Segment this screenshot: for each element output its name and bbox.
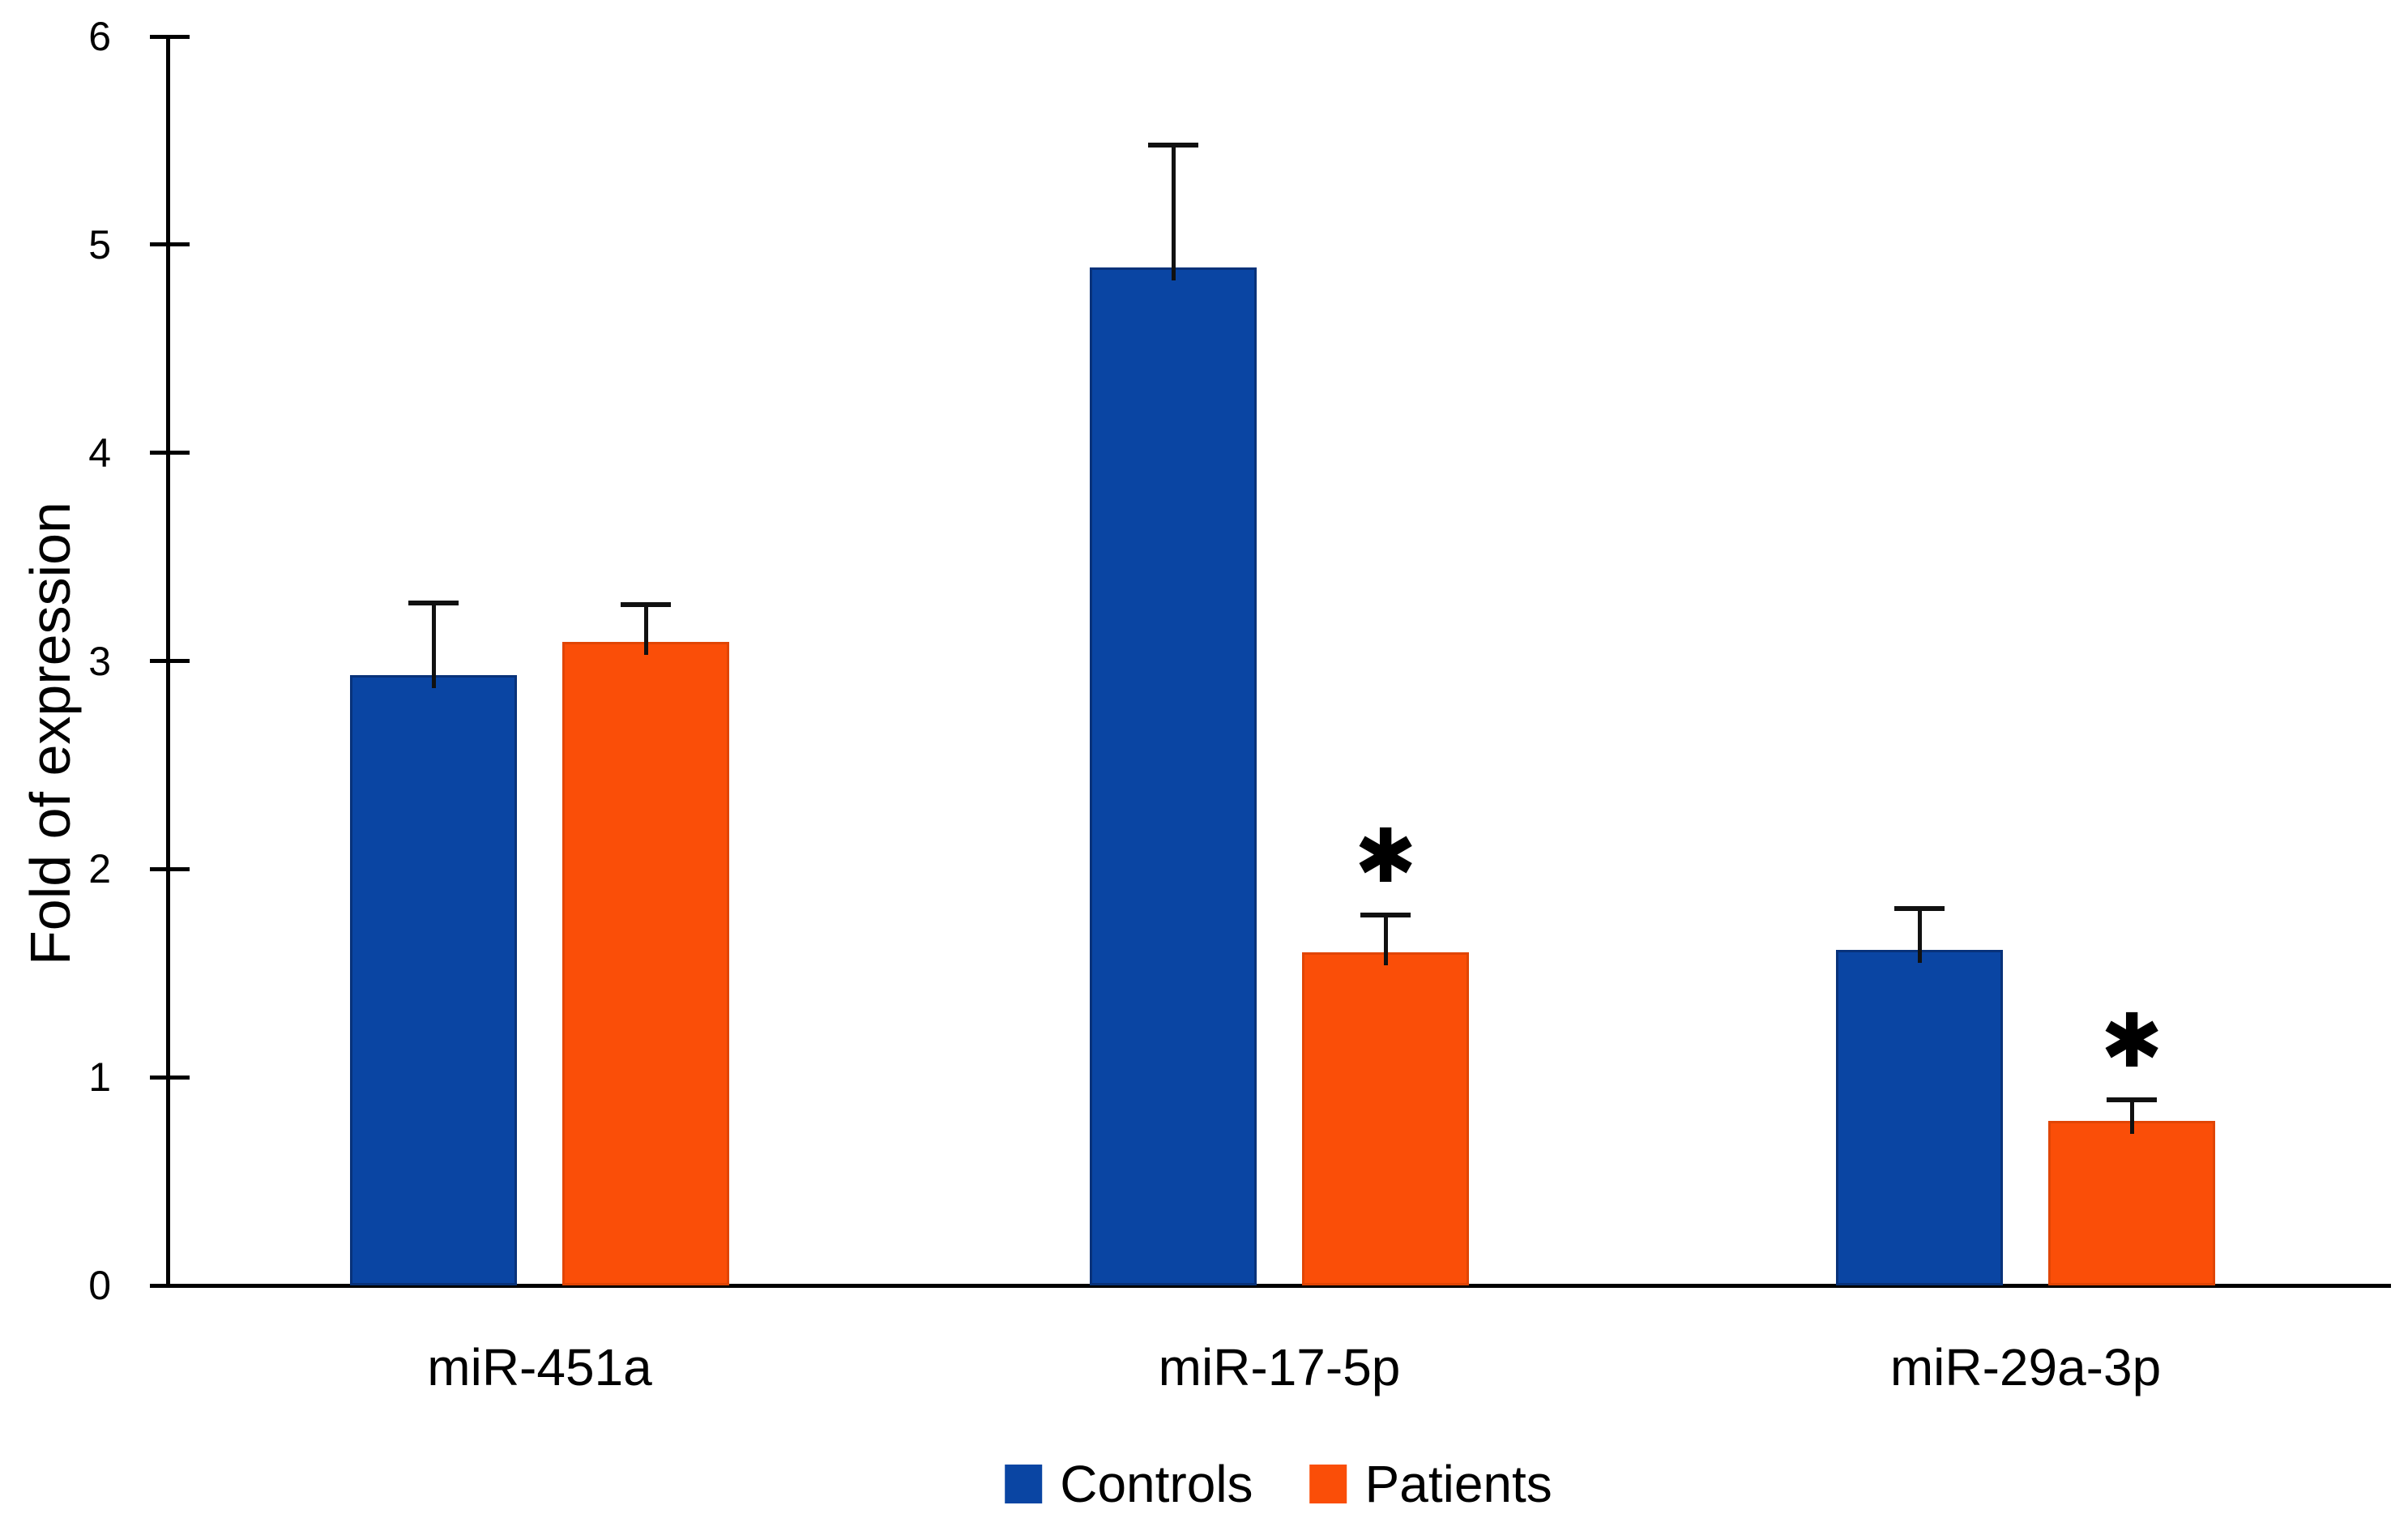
y-axis-title: Fold of expression (19, 502, 82, 965)
legend-item-patients: Patients (1309, 1455, 1552, 1513)
y-tick-mark (150, 242, 190, 247)
category-label-miR-29a-3p: miR-29a-3p (1889, 1338, 2162, 1396)
error-bar-cap (1894, 906, 1945, 912)
error-bar-stem (1171, 144, 1176, 281)
category-label-miR-451a: miR-451a (427, 1338, 652, 1396)
significance-asterisk: ✱ (2100, 1000, 2163, 1084)
y-tick-label: 3 (88, 638, 111, 684)
error-bar-cap (1360, 912, 1411, 917)
error-bar-cap (2107, 1097, 2157, 1103)
error-bar-stem (643, 605, 648, 656)
y-tick-label: 0 (88, 1263, 111, 1308)
bar-patients-miR-451a (562, 642, 729, 1285)
legend-label-patients: Patients (1364, 1455, 1552, 1513)
y-tick-label: 5 (88, 221, 111, 267)
bar-controls-miR-17-5p (1090, 267, 1257, 1285)
y-tick-mark (150, 1075, 190, 1080)
y-tick-label: 1 (88, 1054, 111, 1101)
y-tick-mark (150, 866, 190, 871)
legend-item-controls: Controls (1005, 1456, 1253, 1512)
y-tick-mark (150, 451, 190, 455)
y-tick-mark (150, 659, 190, 663)
significance-asterisk: ✱ (1354, 815, 1417, 898)
y-tick-mark (150, 1283, 190, 1288)
legend-swatch-patients (1309, 1465, 1347, 1503)
error-bar-cap (1148, 142, 1198, 148)
bar-controls-miR-451a (350, 675, 517, 1285)
y-tick-label: 2 (88, 846, 111, 892)
error-bar-cap (621, 602, 671, 608)
bar-patients-miR-17-5p (1302, 952, 1469, 1285)
y-tick-label: 6 (88, 14, 111, 59)
bar-controls-miR-29a-3p (1836, 950, 2003, 1285)
legend-swatch-controls (1005, 1465, 1043, 1503)
error-bar-stem (2129, 1100, 2134, 1135)
y-tick-mark (150, 34, 190, 39)
error-bar-stem (1917, 909, 1922, 964)
error-bar-stem (1383, 914, 1388, 966)
legend-label-controls: Controls (1060, 1455, 1253, 1513)
x-axis-line (166, 1284, 2391, 1288)
bar-patients-miR-29a-3p (2048, 1121, 2215, 1285)
y-tick-label: 4 (88, 430, 111, 476)
legend: Controls Patients (1005, 1456, 1552, 1512)
error-bar-stem (431, 602, 436, 689)
category-label-miR-17-5p: miR-17-5p (1158, 1338, 1401, 1396)
error-bar-cap (408, 600, 459, 605)
